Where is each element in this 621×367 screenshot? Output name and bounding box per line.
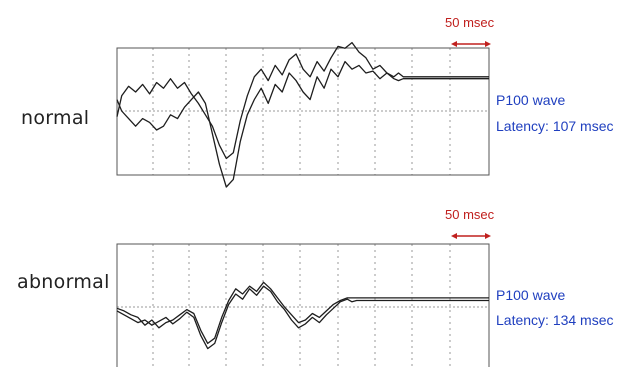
abnormal-trace-1 <box>116 285 459 350</box>
abnormal-scale-bar-label: 50 msec <box>445 207 495 222</box>
normal-row-label: normal <box>21 107 89 129</box>
abnormal-scale-bar-left-head <box>451 233 457 239</box>
abnormal-panel: abnormal 50 msec P100 wave Latency: 134 … <box>17 207 614 367</box>
abnormal-traces <box>116 281 489 350</box>
normal-plot-frame <box>116 47 490 176</box>
normal-wave-label: P100 wave <box>496 92 565 108</box>
normal-trace-2 <box>116 60 459 188</box>
normal-scale-bar-right-head <box>485 41 491 47</box>
normal-scale-bar-arrow <box>451 41 491 47</box>
abnormal-trace-2 <box>116 281 459 345</box>
abnormal-latency-label: Latency: 134 msec <box>496 312 614 328</box>
normal-traces <box>116 41 489 188</box>
abnormal-gridlines <box>152 244 451 367</box>
abnormal-row-label: abnormal <box>17 271 110 293</box>
normal-scale-bar-label: 50 msec <box>445 15 495 30</box>
normal-scale-bar-left-head <box>451 41 457 47</box>
normal-panel: normal 50 msec P100 wave Latency: 107 ms… <box>21 15 614 188</box>
abnormal-plot-frame <box>116 243 490 367</box>
normal-latency-label: Latency: 107 msec <box>496 118 614 134</box>
abnormal-scale-bar-right-head <box>485 233 491 239</box>
abnormal-scale-bar-arrow <box>451 233 491 239</box>
normal-trace-1 <box>116 41 459 160</box>
abnormal-wave-label: P100 wave <box>496 287 565 303</box>
